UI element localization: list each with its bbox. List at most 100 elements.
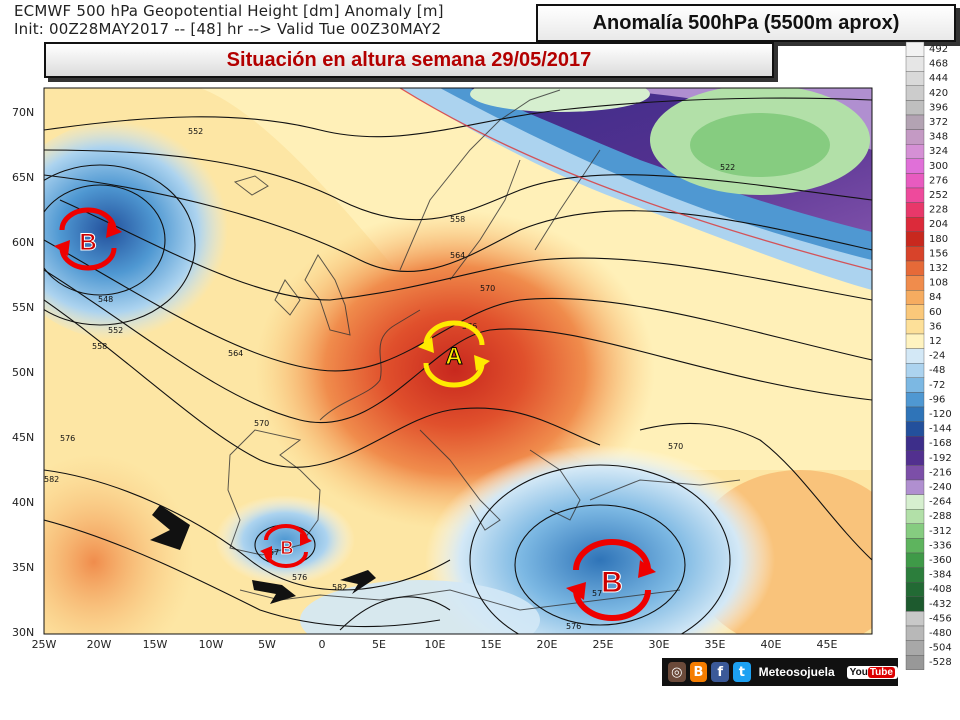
lat-label-55n: 55N — [12, 301, 34, 314]
lon-label-10e: 10E — [425, 638, 446, 651]
contour-570 — [44, 239, 872, 372]
lat-label-40n: 40N — [12, 496, 34, 509]
legend-swatch — [905, 479, 925, 495]
iberia-low-arrow-bottom — [264, 551, 308, 568]
legend-label: 156 — [929, 248, 948, 259]
contour-label-570: 570 — [480, 284, 495, 293]
legend-label: 180 — [929, 234, 948, 245]
legend-swatch — [905, 494, 925, 510]
legend-label: -120 — [929, 409, 952, 420]
iberia-low-arrow-top — [264, 524, 308, 541]
contour-label-57-aegean: 57 — [592, 589, 602, 598]
contour-label-564: 564 — [450, 251, 465, 260]
legend-label: 492 — [929, 44, 948, 55]
lon-label-30e: 30E — [649, 638, 670, 651]
legend-swatch — [905, 596, 925, 612]
legend-swatch — [905, 260, 925, 276]
contour-label-564-west: 564 — [228, 349, 243, 358]
legend-swatch — [905, 158, 925, 174]
orange-area-southwest — [44, 454, 210, 634]
legend-label: -240 — [929, 482, 952, 493]
contour-atlantic-low-inner — [44, 184, 166, 296]
instagram-icon[interactable]: ◎ — [668, 662, 686, 682]
contour-label-582-west: 582 — [44, 475, 59, 484]
legend-swatch — [905, 538, 925, 554]
central-high-letter: A — [445, 343, 462, 370]
legend-swatch — [905, 143, 925, 159]
legend-swatch — [905, 567, 925, 583]
legend-label: -264 — [929, 497, 952, 508]
atlantic-low-letter: B — [79, 229, 96, 256]
brand-name[interactable]: Meteosojuela — [758, 665, 835, 679]
legend-label: -504 — [929, 643, 952, 654]
legend-swatch — [905, 216, 925, 232]
legend-label: 348 — [929, 132, 948, 143]
contour-aegean-low-inner — [514, 504, 686, 626]
blogger-icon[interactable]: B — [689, 662, 708, 682]
youtube-icon[interactable]: You Tube — [846, 665, 898, 679]
legend-swatch — [905, 333, 925, 349]
legend-label: -432 — [929, 599, 952, 610]
legend-swatch — [905, 450, 925, 466]
legend-label: 84 — [929, 292, 942, 303]
legend-label: 36 — [929, 321, 942, 332]
contour-552-north — [44, 97, 872, 138]
legend-label: -408 — [929, 584, 952, 595]
legend-swatch — [905, 655, 925, 671]
atlantic-low-arrowhead-1 — [106, 222, 122, 238]
facebook-icon[interactable]: f — [711, 662, 729, 682]
contour-label-570-east: 570 — [668, 442, 683, 451]
legend-label: -360 — [929, 555, 952, 566]
legend-label: 60 — [929, 307, 942, 318]
legend-swatch — [905, 231, 925, 247]
legend-swatch — [905, 611, 925, 627]
legend-label: -384 — [929, 570, 952, 581]
lat-label-45n: 45N — [12, 431, 34, 444]
contour-582-south — [44, 469, 451, 591]
youtube-badge: Tube — [867, 666, 895, 678]
contour-label-522: 522 — [720, 163, 735, 172]
contour-label-576-iberia: 576 — [292, 573, 307, 582]
twitter-icon[interactable]: t — [732, 662, 751, 682]
legend-label: 276 — [929, 175, 948, 186]
lon-label-25w: 25W — [32, 638, 57, 651]
central-high-arrowhead-1 — [418, 337, 434, 353]
sweden-outline — [449, 159, 521, 281]
geopotential-contours — [44, 97, 872, 634]
legend-label: 108 — [929, 278, 948, 289]
legend-label: -456 — [929, 613, 952, 624]
aegean-low-letter: B — [601, 566, 623, 599]
contour-576-east — [639, 422, 872, 561]
longitude-axis: 25W 20W 15W 10W 5W 0 5E 10E 15E 20E 25E … — [32, 638, 838, 651]
legend-swatch — [905, 640, 925, 656]
iceland-outline — [233, 175, 269, 196]
contour-label-576-west: 576 — [60, 434, 75, 443]
legend-swatch — [905, 377, 925, 393]
atlantic-low-arrowhead-2 — [54, 240, 70, 256]
iberia-low-arrowhead-1 — [300, 533, 312, 546]
legend-label: -192 — [929, 453, 952, 464]
map-frame — [43, 87, 873, 635]
mediterranean-blue-band — [300, 580, 540, 634]
atlantic-low-marker: B — [54, 207, 122, 271]
legend-swatch — [905, 523, 925, 539]
legend-swatch — [905, 509, 925, 525]
legend-label: -216 — [929, 467, 952, 478]
iberia-low-letter: B — [281, 538, 294, 558]
aegean-low-arrowhead-2 — [566, 582, 586, 600]
legend-swatch — [905, 465, 925, 481]
map-title: Anomalía 500hPa (5500m aprox) — [592, 11, 900, 34]
lat-label-70n: 70N — [12, 106, 34, 119]
aegean-low-arrow-top — [573, 539, 651, 571]
lon-label-0: 0 — [319, 638, 326, 651]
legend-label: 396 — [929, 102, 948, 113]
legend-label: 204 — [929, 219, 948, 230]
lat-label-65n: 65N — [12, 171, 34, 184]
header-model-info: ECMWF 500 hPa Geopotential Height [dm] A… — [14, 2, 444, 20]
great-britain-outline — [304, 254, 351, 336]
aegean-low-anomaly — [425, 445, 775, 634]
youtube-text: You — [849, 666, 868, 678]
legend-swatch — [905, 348, 925, 364]
lat-label-60n: 60N — [12, 236, 34, 249]
